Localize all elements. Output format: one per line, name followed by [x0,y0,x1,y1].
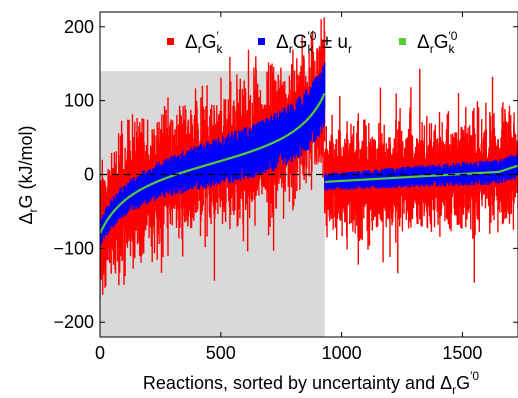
legend: ΔrGk′ ΔrGk′0 ± ur ΔrGk′0 [167,29,458,56]
legend-swatch-red [167,38,174,45]
x-tick-label: 1000 [322,343,362,363]
x-axis-label: Reactions, sorted by uncertainty and ΔrG… [143,369,479,397]
green-series-segment-1 [324,164,518,183]
legend-swatch-green [399,38,406,45]
x-tick-label: 500 [206,343,236,363]
y-tick-label: 100 [64,91,94,111]
green-series-layer [100,93,518,235]
legend-label-blue: ΔrGk′0 ± ur [276,29,352,56]
y-axis-label: ΔrG (kJ/mol) [16,125,40,224]
legend-swatch-blue [258,38,265,45]
y-tick-label: 200 [64,17,94,37]
x-tick-label: 1500 [442,343,482,363]
x-tick-label: 0 [95,343,105,363]
ticks: 0 500 1000 1500 −200 −100 0 100 200 [53,12,518,363]
y-tick-label: 0 [84,165,94,185]
green-series-segment-0 [100,93,326,235]
y-tick-label: −200 [53,312,94,332]
legend-label-green: ΔrGk′0 [417,29,458,56]
y-tick-label: −100 [53,238,94,258]
plot-area [100,17,518,337]
legend-label-red: ΔrGk′ [185,29,223,56]
